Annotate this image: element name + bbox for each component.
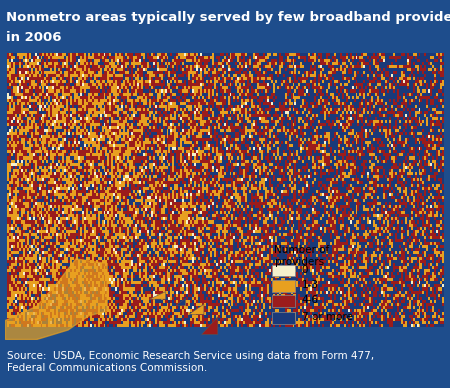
Bar (272, 312, 295, 324)
Text: 0: 0 (302, 265, 308, 275)
Polygon shape (176, 298, 185, 305)
Text: Source:  USDA, Economic Research Service using data from Form 477,
Federal Commu: Source: USDA, Economic Research Service … (7, 352, 374, 373)
Bar (272, 265, 295, 276)
Text: in 2006: in 2006 (6, 31, 61, 44)
Polygon shape (5, 259, 107, 340)
Text: 7 or more: 7 or more (302, 312, 352, 322)
Bar (272, 295, 295, 307)
Polygon shape (202, 317, 218, 334)
Polygon shape (189, 304, 204, 314)
Text: Nonmetro areas typically served by few broadband providers: Nonmetro areas typically served by few b… (6, 11, 450, 24)
Text: 4-6: 4-6 (302, 295, 319, 305)
Bar (272, 280, 295, 292)
Text: Number of
providers: Number of providers (274, 245, 330, 267)
Polygon shape (149, 292, 166, 299)
Text: 1-3: 1-3 (302, 280, 319, 290)
